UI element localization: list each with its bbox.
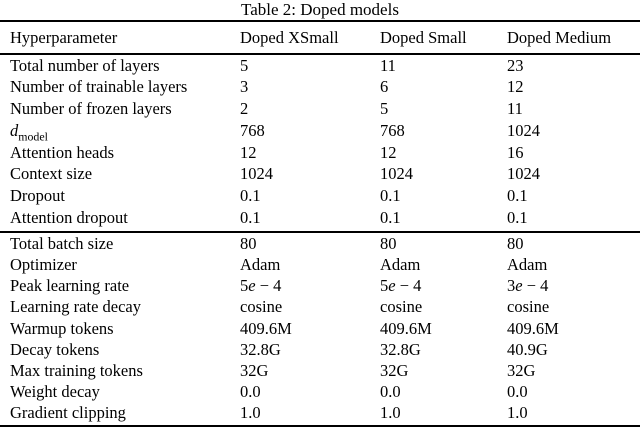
header-rule bbox=[0, 53, 640, 55]
table-row: Attention dropout 0.1 0.1 0.1 bbox=[0, 207, 640, 229]
cell-value: 1.0 bbox=[380, 403, 401, 423]
cell-value: 5 bbox=[380, 99, 389, 119]
row-label: Warmup tokens bbox=[10, 318, 114, 338]
column-header-doped-xsmall: Doped XSmall bbox=[240, 28, 339, 47]
column-header-doped-medium: Doped Medium bbox=[507, 28, 612, 47]
row-label: Peak learning rate bbox=[10, 276, 130, 296]
cell-value: 1024 bbox=[380, 164, 413, 184]
cell-value: 32G bbox=[240, 361, 269, 380]
cell-value: 1024 bbox=[507, 120, 540, 140]
table-row: Decay tokens 32.8G 32.8G 40.9G bbox=[0, 339, 640, 360]
row-label: Context size bbox=[10, 164, 93, 184]
cell-value: 32G bbox=[380, 361, 409, 380]
cell-value: 32.8G bbox=[380, 339, 421, 359]
row-label: Optimizer bbox=[10, 255, 77, 275]
cell-value: 409.6M bbox=[380, 318, 432, 338]
cell-value: 0.0 bbox=[240, 382, 261, 402]
bottom-rule bbox=[0, 425, 640, 428]
table-row: Number of trainable layers 3 6 12 bbox=[0, 76, 640, 98]
cell-value: cosine bbox=[240, 297, 283, 317]
cell-value: 2 bbox=[240, 99, 249, 119]
cell-value: 1.0 bbox=[507, 403, 528, 423]
cell-value: 0.1 bbox=[380, 208, 401, 228]
cell-value: 16 bbox=[507, 142, 524, 162]
table-row: Dropout 0.1 0.1 0.1 bbox=[0, 185, 640, 207]
cell-value: 32G bbox=[507, 361, 536, 380]
cell-value: 12 bbox=[240, 142, 257, 162]
cell-value: 32.8G bbox=[240, 339, 281, 359]
cell-value: 80 bbox=[380, 233, 397, 253]
table-row: Peak learning rate 5e − 4 5e − 4 3e − 4 bbox=[0, 275, 640, 296]
table-section-training: Total batch size 80 80 80 Optimizer Adam Adam A… bbox=[0, 233, 640, 424]
cell-value: 40.9G bbox=[507, 339, 548, 359]
table-row: Max training tokens 32G 32G 32G bbox=[0, 360, 640, 381]
cell-value: Adam bbox=[380, 255, 421, 275]
cell-value: 768 bbox=[240, 120, 265, 140]
table-row: Context size 1024 1024 1024 bbox=[0, 163, 640, 185]
row-label: Dropout bbox=[10, 186, 65, 206]
cell-value: 12 bbox=[380, 142, 397, 162]
mid-rule bbox=[0, 230, 640, 233]
cell-value: 1024 bbox=[240, 164, 273, 184]
row-label: Gradient clipping bbox=[10, 403, 126, 423]
cell-value: 3e − 4 bbox=[507, 276, 549, 296]
cell-value: 1024 bbox=[507, 164, 540, 184]
table-row: Warmup tokens 409.6M 409.6M 409.6M bbox=[0, 318, 640, 339]
column-header-hyperparameter: Hyperparameter bbox=[10, 28, 118, 47]
table-row: Optimizer Adam Adam Adam bbox=[0, 254, 640, 275]
cell-value: cosine bbox=[507, 297, 550, 317]
cell-value: 6 bbox=[380, 77, 389, 97]
cell-value: 5e − 4 bbox=[380, 276, 422, 296]
table-row: Total number of layers 5 11 23 bbox=[0, 55, 640, 77]
cell-value: cosine bbox=[380, 297, 423, 317]
row-label: Total batch size bbox=[10, 233, 114, 253]
row-label: Attention heads bbox=[10, 142, 115, 162]
cell-value: 0.0 bbox=[507, 382, 528, 402]
row-label: Number of frozen layers bbox=[10, 99, 172, 119]
cell-value: 409.6M bbox=[240, 318, 292, 338]
row-label: Number of trainable layers bbox=[10, 77, 188, 97]
top-rule bbox=[0, 20, 640, 22]
cell-value: 5 bbox=[240, 55, 249, 75]
cell-value: 3 bbox=[240, 77, 249, 97]
table-row: Attention heads 12 12 16 bbox=[0, 142, 640, 164]
cell-value: 0.1 bbox=[507, 208, 528, 228]
table-row: Learning rate decay cosine cosine cosine bbox=[0, 296, 640, 317]
row-label: Weight decay bbox=[10, 382, 100, 402]
cell-value: 768 bbox=[380, 120, 405, 140]
row-label: Learning rate decay bbox=[10, 297, 142, 317]
cell-value: 0.1 bbox=[507, 186, 528, 206]
cell-value: Adam bbox=[507, 255, 548, 275]
table-section-architecture: Total number of layers 5 11 23 Number of tra… bbox=[0, 55, 640, 229]
table-row: Weight decay 0.0 0.0 0.0 bbox=[0, 381, 640, 402]
table-row: Total batch size 80 80 80 bbox=[0, 233, 640, 254]
cell-value: 0.1 bbox=[380, 186, 401, 206]
cell-value: 1.0 bbox=[240, 403, 261, 423]
cell-value: 0.1 bbox=[240, 186, 261, 206]
row-label: dmodel bbox=[10, 120, 48, 142]
table-caption: Table 2: Doped models bbox=[241, 0, 399, 19]
cell-value: 12 bbox=[507, 77, 524, 97]
table-row: Gradient clipping 1.0 1.0 1.0 bbox=[0, 402, 640, 423]
column-header-doped-small: Doped Small bbox=[380, 28, 467, 47]
cell-value: 11 bbox=[507, 99, 523, 119]
cell-value: Adam bbox=[240, 255, 281, 275]
table-header-row: Hyperparameter Doped XSmall Doped Small … bbox=[0, 22, 640, 53]
table-row: dmodel 768 768 1024 bbox=[0, 120, 640, 142]
cell-value: 80 bbox=[507, 233, 524, 253]
cell-value: 11 bbox=[380, 55, 396, 75]
cell-value: 409.6M bbox=[507, 318, 559, 338]
cell-value: 0.0 bbox=[380, 382, 401, 402]
table-row: Number of frozen layers 2 5 11 bbox=[0, 98, 640, 120]
row-label: Total number of layers bbox=[10, 55, 160, 75]
row-label: Decay tokens bbox=[10, 339, 100, 359]
cell-value: 23 bbox=[507, 55, 524, 75]
cell-value: 5e − 4 bbox=[240, 276, 282, 296]
row-label: Max training tokens bbox=[10, 361, 143, 380]
row-label: Attention dropout bbox=[10, 208, 128, 228]
cell-value: 80 bbox=[240, 233, 257, 253]
cell-value: 0.1 bbox=[240, 208, 261, 228]
